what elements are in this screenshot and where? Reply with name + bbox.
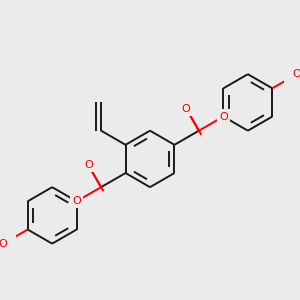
Text: O: O — [84, 160, 93, 170]
Text: O: O — [292, 69, 300, 79]
Text: O: O — [0, 239, 8, 249]
Text: O: O — [72, 196, 81, 206]
Text: O: O — [182, 104, 190, 114]
Text: O: O — [219, 112, 228, 122]
